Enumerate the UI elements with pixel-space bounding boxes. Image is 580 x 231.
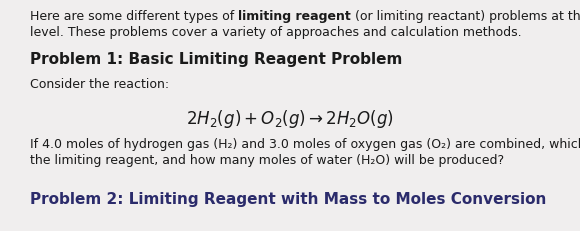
Text: Here are some different types of: Here are some different types of — [30, 10, 238, 23]
Text: (or limiting reactant) problems at the: (or limiting reactant) problems at the — [351, 10, 580, 23]
Text: Consider the reaction:: Consider the reaction: — [30, 78, 169, 91]
Text: $2H_2(g) + O_2(g) \rightarrow 2H_2O(g)$: $2H_2(g) + O_2(g) \rightarrow 2H_2O(g)$ — [186, 108, 394, 129]
Text: If 4.0 moles of hydrogen gas (H₂) and 3.0 moles of oxygen gas (O₂) are combined,: If 4.0 moles of hydrogen gas (H₂) and 3.… — [30, 137, 580, 150]
Text: limiting reagent: limiting reagent — [238, 10, 351, 23]
Text: Problem 1: Basic Limiting Reagent Problem: Problem 1: Basic Limiting Reagent Proble… — [30, 52, 403, 67]
Text: the limiting reagent, and how many moles of water (H₂O) will be produced?: the limiting reagent, and how many moles… — [30, 153, 504, 166]
Text: level. These problems cover a variety of approaches and calculation methods.: level. These problems cover a variety of… — [30, 26, 521, 39]
Text: Problem 2: Limiting Reagent with Mass to Moles Conversion: Problem 2: Limiting Reagent with Mass to… — [30, 191, 546, 206]
